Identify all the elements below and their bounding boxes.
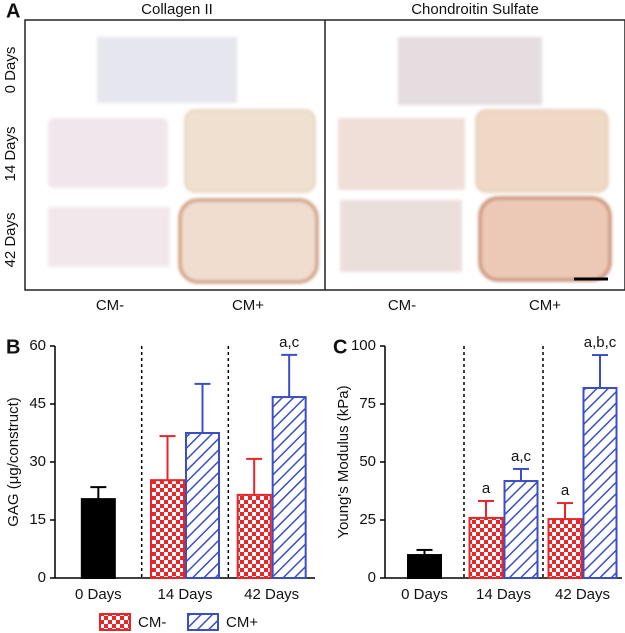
x-tick-label: 14 Days xyxy=(157,586,212,603)
significance-label: a xyxy=(482,480,491,497)
significance-label: a,b,c xyxy=(584,334,617,351)
y-tick-label: 60 xyxy=(29,337,46,354)
column-title: Chondroitin Sulfate xyxy=(411,1,539,18)
bar xyxy=(236,493,272,579)
bar xyxy=(582,386,618,579)
legend-label: CM- xyxy=(138,614,166,631)
bar xyxy=(185,432,220,579)
y-tick-label: 0 xyxy=(368,569,376,586)
bar xyxy=(503,480,539,579)
panel-label: C xyxy=(333,336,347,358)
legend-swatch xyxy=(99,613,131,631)
y-axis-label: Young's Modulus (kPa) xyxy=(335,385,352,538)
panel-label: A xyxy=(6,0,20,22)
significance-label: a,c xyxy=(511,448,532,465)
micrograph xyxy=(178,198,319,284)
x-tick-label: 42 Days xyxy=(555,586,610,603)
y-tick-label: 0 xyxy=(38,569,46,586)
panel-label: B xyxy=(6,336,20,358)
condition-label: CM- xyxy=(96,297,124,314)
micrograph xyxy=(48,118,168,188)
bar xyxy=(407,554,442,579)
y-axis-label: GAG (μg/construct) xyxy=(5,397,22,527)
legend-swatch xyxy=(187,613,219,631)
bar xyxy=(80,498,116,579)
micrograph xyxy=(97,37,237,103)
micrograph xyxy=(48,207,170,267)
column-title: Collagen II xyxy=(141,1,213,18)
micrograph xyxy=(338,118,465,190)
x-tick-label: 42 Days xyxy=(244,586,299,603)
micrograph xyxy=(478,196,612,282)
image-panel: A Collagen II Chondroitin Sulfate 0 Days… xyxy=(2,0,625,314)
y-tick-label: 15 xyxy=(29,511,46,528)
condition-label: CM+ xyxy=(529,297,561,314)
micrographs xyxy=(48,37,612,284)
micrograph xyxy=(398,37,542,105)
row-label: 0 Days xyxy=(2,47,19,94)
row-label: 14 Days xyxy=(2,126,19,181)
condition-label: CM+ xyxy=(232,297,264,314)
y-tick-label: 50 xyxy=(359,453,376,470)
legend-label: CM+ xyxy=(226,614,258,631)
bar xyxy=(150,479,185,580)
x-tick-label: 0 Days xyxy=(401,586,448,603)
micrograph xyxy=(184,109,316,193)
significance-label: a xyxy=(561,482,570,499)
bar xyxy=(468,516,504,579)
micrograph xyxy=(340,200,462,272)
significance-label: a,c xyxy=(279,334,300,351)
condition-label: CM- xyxy=(388,297,416,314)
y-tick-label: 25 xyxy=(359,511,376,528)
bar xyxy=(547,518,583,580)
y-tick-label: 45 xyxy=(29,395,46,412)
bar xyxy=(271,396,307,580)
y-tick-label: 75 xyxy=(359,395,376,412)
y-tick-label: 100 xyxy=(351,337,376,354)
y-tick-label: 30 xyxy=(29,453,46,470)
x-tick-label: 14 Days xyxy=(476,586,531,603)
row-label: 42 Days xyxy=(2,212,19,267)
x-tick-label: 0 Days xyxy=(75,586,122,603)
micrograph xyxy=(475,109,609,193)
